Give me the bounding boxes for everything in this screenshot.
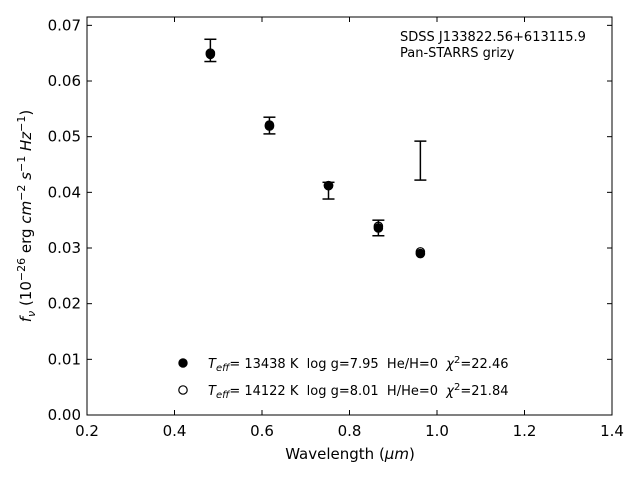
x-axis-label: Wavelength (μm) [285, 445, 415, 463]
x-tick-label: 1.2 [513, 422, 537, 440]
model-point-open [323, 180, 334, 191]
plot-frame [86, 16, 613, 416]
x-tick-label: 0.8 [338, 422, 362, 440]
x-tick-label: 0.2 [75, 422, 99, 440]
ticks: 0.2 0.4 0.6 0.8 1.0 1.2 1.4 0.00 0.01 0.02 0.03 0.0… [48, 16, 624, 440]
legend: Teff= 13438 K log g=7.95 He/H=0 χ2=22.46… [178, 355, 508, 401]
annotation-line-1: SDSS J133822.56+613115.9 [400, 30, 586, 45]
x-tick-label: 0.4 [163, 422, 187, 440]
y-axis-label: fν (10−26 erg cm−2 s−1 Hz−1) [15, 110, 38, 323]
y-tick-label: 0.01 [48, 350, 81, 368]
y-tick-label: 0.07 [48, 16, 81, 34]
x-tick-label: 1.4 [600, 422, 624, 440]
y-tick-label: 0.02 [48, 295, 81, 313]
legend-marker-filled [178, 358, 188, 368]
legend-marker-open [178, 385, 188, 395]
annotation-line-2: Pan-STARRS grizy [400, 46, 515, 61]
legend-entry-2: Teff= 14122 K log g=8.01 H/He=0 χ2=21.84 [208, 382, 508, 401]
y-tick-label: 0.03 [48, 239, 81, 257]
legend-entry-1: Teff= 13438 K log g=7.95 He/H=0 χ2=22.46 [208, 355, 508, 374]
data-marks [204, 38, 427, 259]
model-point-open [264, 121, 275, 131]
y-tick-label: 0.06 [48, 72, 81, 90]
model-point-open [373, 221, 384, 232]
y-tick-label: 0.05 [48, 128, 81, 146]
x-tick-label: 1.0 [425, 422, 449, 440]
y-tick-label: 0.04 [48, 183, 81, 201]
x-tick-label: 0.6 [250, 422, 274, 440]
model-point-open [205, 48, 216, 58]
model-point-open [415, 247, 426, 257]
y-tick-label: 0.00 [48, 406, 81, 424]
